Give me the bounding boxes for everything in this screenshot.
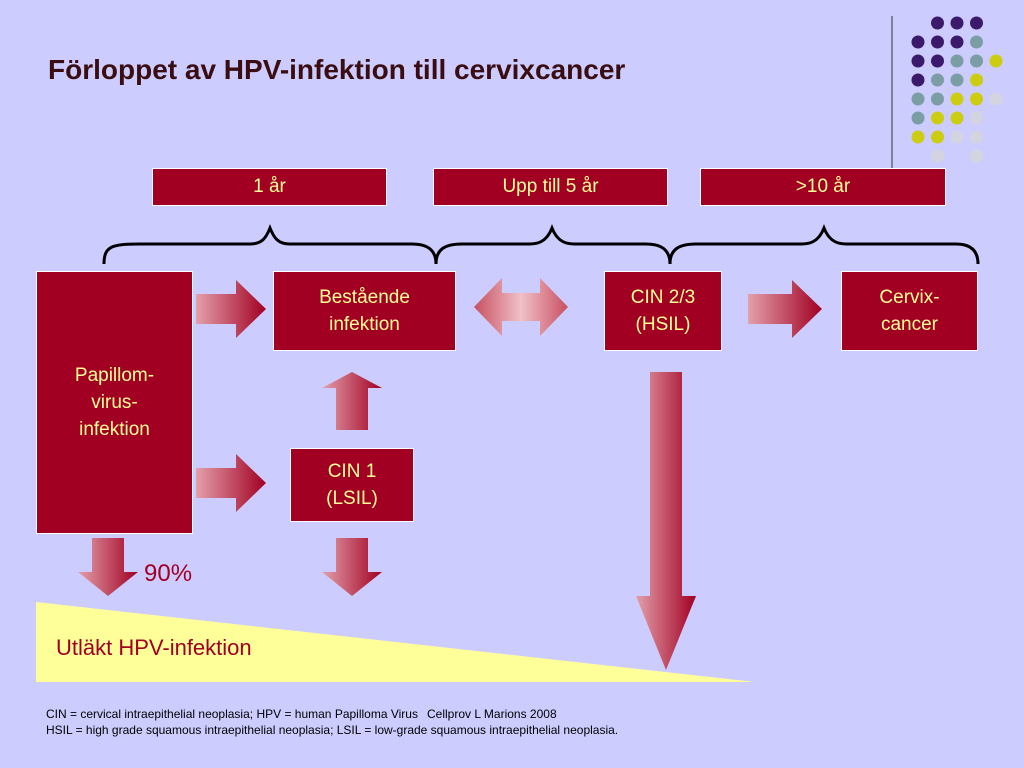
decorative-dot <box>911 35 925 49</box>
cleared-wedge <box>36 602 755 682</box>
decorative-dot <box>989 92 1003 106</box>
footnote-credit: Cellprov L Marions 2008 <box>427 707 557 721</box>
arrow-cin1-up <box>322 372 382 430</box>
timeline-up-to-5-years: Upp till 5 år <box>433 168 668 206</box>
decorative-dot <box>970 35 983 49</box>
decorative-dot <box>931 92 944 106</box>
decorative-dot <box>970 73 983 87</box>
decorative-dot <box>989 54 1003 68</box>
arrow-to-bestaende <box>196 280 266 338</box>
brace-up-to-5-years <box>434 223 672 265</box>
decorative-dot <box>911 111 925 125</box>
decorative-dot <box>950 16 964 30</box>
box-cervixcancer: Cervix- cancer <box>841 271 978 351</box>
decorative-dot <box>931 130 944 144</box>
decorative-dot <box>970 54 983 68</box>
brace-over-10-years <box>668 223 980 265</box>
decorative-dot <box>911 54 925 68</box>
decorative-dot <box>950 92 964 106</box>
timeline-1-year: 1 år <box>152 168 387 206</box>
arrow-papillom-down <box>78 538 138 596</box>
double-arrow-bestaende-cin23 <box>474 278 568 336</box>
decorative-dot <box>931 35 944 49</box>
footnote-line-1: CIN = cervical intraepithelial neoplasia… <box>46 707 418 721</box>
arrow-to-cervix <box>748 280 822 338</box>
decorative-dot <box>970 92 983 106</box>
box-papillomvirus-infektion: Papillom- virus- infektion <box>36 271 193 534</box>
box-cin-1: CIN 1 (LSIL) <box>290 448 414 522</box>
box-bestaende-infektion: Bestående infektion <box>273 271 456 351</box>
decorative-dot <box>950 73 964 87</box>
decorative-dot <box>950 35 964 49</box>
decorative-dot <box>911 130 925 144</box>
footnote-line-2: HSIL = high grade squamous intraepitheli… <box>46 723 619 737</box>
arrow-cin23-down <box>636 372 696 670</box>
brace-1-year <box>102 223 438 265</box>
decorative-dot <box>950 111 964 125</box>
decorative-dot <box>970 111 983 125</box>
decorative-dot <box>931 111 944 125</box>
decorative-dot <box>950 130 964 144</box>
arrow-to-cin1 <box>196 454 266 512</box>
decorative-dot <box>931 149 944 163</box>
decorative-dot <box>970 130 983 144</box>
timeline-over-10-years: >10 år <box>700 168 946 206</box>
slide-title: Förloppet av HPV-infektion till cervixca… <box>48 54 626 85</box>
decorative-dot <box>931 73 944 87</box>
decorative-dot <box>970 16 983 30</box>
decorative-dot <box>911 73 925 87</box>
decorative-dot <box>931 54 944 68</box>
cleared-infection-label: Utläkt HPV-infektion <box>56 635 252 660</box>
dot-pattern <box>911 16 1003 163</box>
decorative-dot <box>911 92 925 106</box>
decorative-dot <box>970 149 983 163</box>
decorative-dot <box>931 16 944 30</box>
percent-label: 90% <box>144 560 193 587</box>
decorative-dot <box>950 54 964 68</box>
box-cin-2-3: CIN 2/3 (HSIL) <box>604 271 722 351</box>
arrow-cin1-down <box>322 538 382 596</box>
